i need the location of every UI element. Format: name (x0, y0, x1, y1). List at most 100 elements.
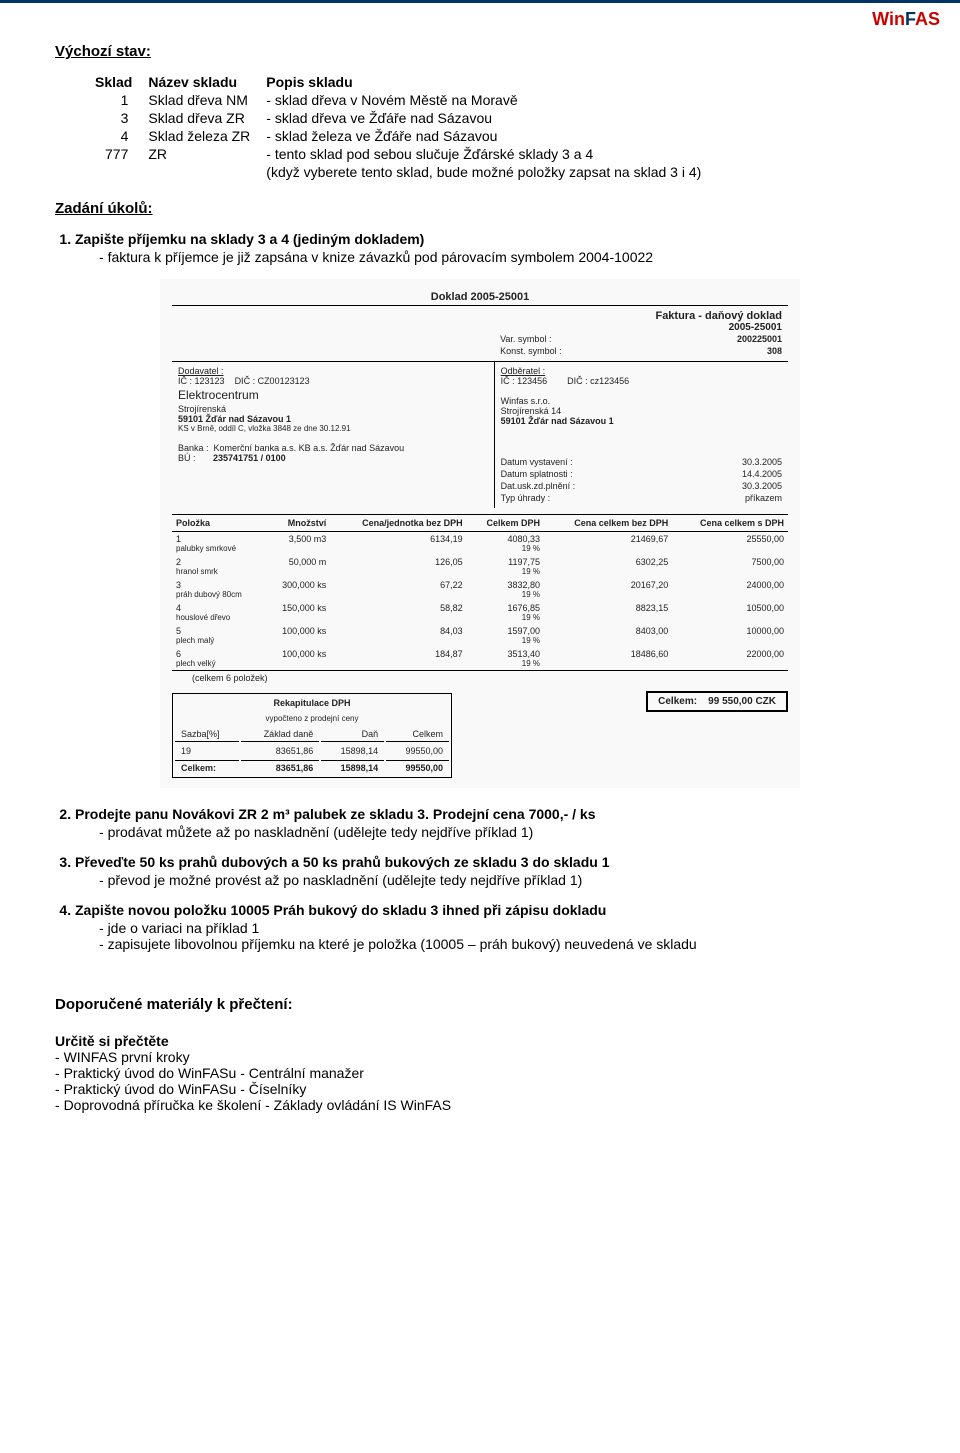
task-2: Prodejte panu Novákovi ZR 2 m³ palubek z… (75, 806, 905, 840)
read-item: WINFAS první kroky (55, 1049, 905, 1065)
tax-sazba: 19 (175, 744, 239, 758)
invoice-item-row: 3práh dubový 80cm 300,000 ks 67,22 3832,… (172, 578, 788, 601)
item-num: 6plech velký (172, 647, 265, 670)
recipient-ic: IČ : 123456 (501, 376, 548, 386)
item-qty: 100,000 ks (265, 647, 330, 670)
item-num: 4houslové dřevo (172, 601, 265, 624)
invoice-items-table: Položka Množství Cena/jednotka bez DPH C… (172, 514, 788, 670)
invoice-title: Faktura - daňový doklad (500, 310, 782, 322)
tax-total-0: 83651,86 (241, 760, 319, 775)
read-title: Určitě si přečtěte (55, 1033, 905, 1049)
tax-dan: 15898,14 (321, 744, 384, 758)
ih-cdph: Celkem DPH (467, 515, 544, 532)
table-row: 4Sklad železa ZR- sklad železa ve Žďáře … (95, 128, 717, 146)
read-item: Doprovodná příručka ke školení - Základy… (55, 1097, 905, 1113)
cell-sklad: 3 (95, 110, 148, 128)
task-bullet: jde o variaci na příklad 1 (99, 920, 905, 936)
item-bez: 8823,15 (544, 601, 672, 624)
cell-popis: - sklad dřeva ve Žďáře nad Sázavou (266, 110, 717, 128)
cell-nazev: Sklad dřeva ZR (148, 110, 266, 128)
cell-nazev: ZR (148, 146, 266, 164)
recipient-addr2: 59101 Žďár nad Sázavou 1 (501, 416, 782, 426)
item-s: 10500,00 (672, 601, 788, 624)
ih-cs: Cena celkem s DPH (672, 515, 788, 532)
task-list-2: Prodejte panu Novákovi ZR 2 m³ palubek z… (75, 806, 905, 952)
var-label: Var. symbol : (500, 334, 551, 344)
item-unit: 184,87 (330, 647, 466, 670)
ih-cj: Cena/jednotka bez DPH (330, 515, 466, 532)
supplier-dic: DIČ : CZ00123123 (235, 376, 310, 386)
brand-part2: F (905, 9, 915, 29)
task-4: Zapište novou položku 10005 Práh bukový … (75, 902, 905, 952)
item-dph: 1197,7519 % (467, 555, 544, 578)
item-dph: 3513,4019 % (467, 647, 544, 670)
col-nazev: Název skladu (148, 74, 266, 92)
tax-sub: vypočteno z prodejní ceny (175, 712, 449, 725)
tax-title: Rekapitulace DPH (175, 696, 449, 710)
item-qty: 150,000 ks (265, 601, 330, 624)
invoice-item-row: 4houslové dřevo 150,000 ks 58,82 1676,85… (172, 601, 788, 624)
th-sazba: Sazba[%] (175, 727, 239, 742)
item-unit: 126,05 (330, 555, 466, 578)
table-row: 777ZR- tento sklad pod sebou slučuje Žďá… (95, 146, 717, 164)
item-bez: 6302,25 (544, 555, 672, 578)
supplier-addr1: Strojírenská (178, 404, 488, 414)
th-celkem: Celkem (386, 727, 449, 742)
ih-polozka: Položka (172, 515, 265, 532)
tax-total-label: Celkem: (175, 760, 239, 775)
cell-sklad (95, 164, 148, 182)
supplier-ic: IČ : 123123 (178, 376, 225, 386)
item-unit: 84,03 (330, 624, 466, 647)
item-s: 25550,00 (672, 532, 788, 556)
col-popis: Popis skladu (266, 74, 717, 92)
task-bullet: zapisujete libovolnou příjemku na které … (99, 936, 905, 952)
total-label: Celkem: (658, 696, 697, 707)
tax-zaklad: 83651,86 (241, 744, 319, 758)
cell-sklad: 777 (95, 146, 148, 164)
table-row: 1Sklad dřeva NM- sklad dřeva v Novém Měs… (95, 92, 717, 110)
date-value: příkazem (745, 493, 782, 503)
invoice-header: Doklad 2005-25001 (172, 285, 788, 306)
section-doporucene: Doporučené materiály k přečtení: (55, 996, 905, 1013)
item-s: 22000,00 (672, 647, 788, 670)
invoice-date-row: Dat.usk.zd.plnění :30.3.2005 (501, 480, 782, 492)
col-sklad: Sklad (95, 74, 148, 92)
item-dph: 3832,8019 % (467, 578, 544, 601)
task-4-title: Zapište novou položku 10005 Práh bukový … (75, 902, 606, 918)
ih-cbez: Cena celkem bez DPH (544, 515, 672, 532)
task-3: Převeďte 50 ks prahů dubových a 50 ks pr… (75, 854, 905, 888)
invoice-item-row: 1palubky smrkové 3,500 m3 6134,19 4080,3… (172, 532, 788, 556)
date-label: Datum splatnosti : (501, 469, 573, 479)
item-s: 10000,00 (672, 624, 788, 647)
task-1: Zapište příjemku na sklady 3 a 4 (jediný… (75, 231, 905, 265)
cell-sklad: 4 (95, 128, 148, 146)
task-2-title: Prodejte panu Novákovi ZR 2 m³ palubek z… (75, 806, 596, 822)
invoice-item-row: 5plech malý 100,000 ks 84,03 1597,0019 %… (172, 624, 788, 647)
item-s: 7500,00 (672, 555, 788, 578)
invoice-date-row: Datum splatnosti :14.4.2005 (501, 468, 782, 480)
item-unit: 58,82 (330, 601, 466, 624)
supplier-ks: KS v Brně, oddíl C, vložka 3848 ze dne 3… (178, 424, 488, 433)
task-list: Zapište příjemku na sklady 3 a 4 (jediný… (75, 231, 905, 265)
tax-total-1: 15898,14 (321, 760, 384, 775)
section-zadani-ukolu: Zadání úkolů: (55, 200, 905, 217)
grand-total: Celkem: 99 550,00 CZK (646, 691, 788, 712)
total-value: 99 550,00 CZK (708, 696, 776, 707)
cell-popis: - tento sklad pod sebou slučuje Žďárské … (266, 146, 717, 164)
cell-popis: - sklad dřeva v Novém Městě na Moravě (266, 92, 717, 110)
item-dph: 1597,0019 % (467, 624, 544, 647)
item-qty: 100,000 ks (265, 624, 330, 647)
date-label: Typ úhrady : (501, 493, 551, 503)
konst-label: Konst. symbol : (500, 346, 562, 356)
cell-popis: (když vyberete tento sklad, bude možné p… (266, 164, 717, 182)
task-bullet: faktura k příjemce je již zapsána v kniz… (99, 249, 905, 265)
table-row: (když vyberete tento sklad, bude možné p… (95, 164, 717, 182)
item-num: 3práh dubový 80cm (172, 578, 265, 601)
sklad-table: Sklad Název skladu Popis skladu 1Sklad d… (95, 74, 717, 182)
recipient-name: Winfas s.r.o. (501, 396, 782, 406)
supplier-label: Dodavatel : (178, 366, 488, 376)
task-bullet: převod je možné provést až po naskladněn… (99, 872, 905, 888)
items-footer: (celkem 6 položek) (172, 670, 788, 683)
item-dph: 4080,3319 % (467, 532, 544, 556)
invoice-number: 2005-25001 (500, 322, 782, 333)
